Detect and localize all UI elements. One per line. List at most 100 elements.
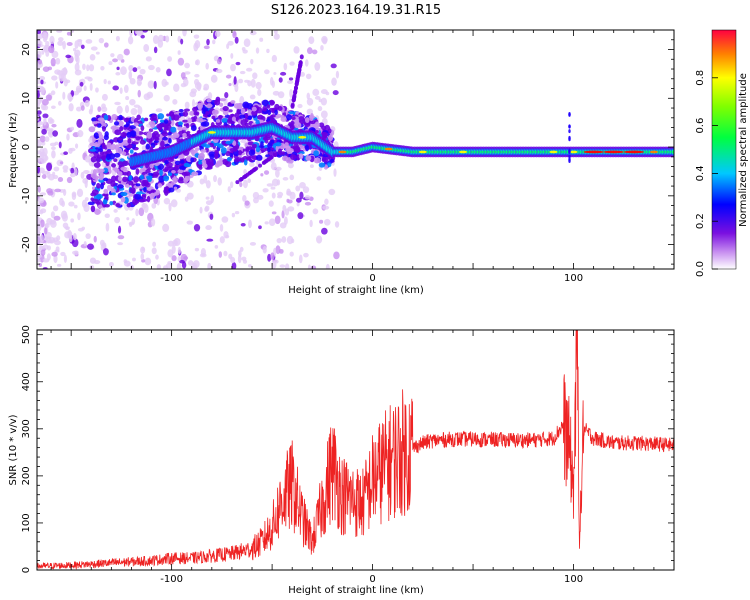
spectrogram-cell: [104, 204, 110, 208]
spectrogram-cell: [66, 176, 73, 184]
figure-title: S126.2023.164.19.31.R15: [271, 3, 441, 18]
spectrogram-cell: [177, 246, 181, 255]
spectrogram-cell: [114, 216, 121, 224]
spectrogram-cell: [133, 122, 139, 127]
spectrogram-cell: [122, 176, 128, 183]
spectrogram-cell: [298, 116, 305, 121]
spectrogram-cell: [133, 104, 141, 108]
y-tick-label: 500: [21, 325, 32, 344]
spectrogram-cell: [293, 46, 300, 54]
spectrogram-cell: [133, 176, 140, 183]
spectrogram-cell: [120, 166, 128, 171]
spectrogram-cell: [121, 151, 127, 156]
spectrogram-cell: [243, 173, 248, 178]
spectrogram-cell: [154, 182, 159, 190]
spectrogram-cell: [271, 114, 276, 118]
spectrogram-cell: [140, 253, 145, 261]
spectrogram-cell: [90, 197, 95, 201]
spectrogram-cell: [94, 209, 101, 216]
spectrogram-cell: [330, 158, 335, 163]
spectrogram-cell: [168, 111, 175, 117]
spectrogram-cell: [183, 177, 189, 184]
spectrogram-cell: [249, 94, 256, 100]
spectrogram-cell: [172, 114, 180, 121]
spectrogram-cell: [155, 67, 161, 73]
spectrogram-cell: [255, 146, 261, 153]
spectrogram-cell: [86, 64, 90, 72]
spectrogram-cell: [52, 205, 59, 212]
spectrogram-cell: [288, 111, 295, 115]
spectrogram-cell: [275, 168, 280, 178]
spectrogram-cell: [95, 51, 100, 55]
spectrogram-cell: [73, 250, 79, 256]
spectrogram-cell: [316, 235, 323, 244]
colorbar-ticks: 0.0 0.2 0.4 0.6 0.8: [695, 70, 718, 277]
spectrogram-cell: [182, 119, 189, 123]
spectrogram-cell: [325, 263, 330, 269]
spectrogram-cell: [39, 135, 46, 143]
spectrogram-cell: [270, 186, 276, 190]
spectrogram-cell: [459, 150, 468, 154]
spectrogram-cell: [218, 251, 223, 258]
spectrogram-cell: [191, 99, 196, 108]
spectrogram-cell: [115, 147, 123, 155]
spectrogram-cell: [267, 147, 271, 153]
spectrogram-cell: [114, 168, 120, 173]
spectrogram-cell: [96, 182, 101, 189]
spectrogram-cell: [110, 180, 116, 187]
spectrogram-cell: [111, 175, 117, 182]
spectrogram-cell: [240, 222, 246, 227]
spectrogram-cell: [101, 142, 106, 150]
spectrogram-cell: [66, 31, 72, 36]
spectrogram-cell: [247, 115, 253, 121]
spectrogram-cell: [227, 40, 234, 46]
spectrogram-cell: [39, 246, 45, 251]
spectrogram-cell: [100, 66, 105, 71]
spectrogram-cell: [142, 30, 148, 33]
spectrogram-cell: [249, 30, 257, 36]
spectrogram-cell: [569, 150, 578, 154]
spectrogram-cell: [37, 110, 42, 115]
spectrogram-cell: [50, 211, 55, 219]
spectrogram-cell: [73, 204, 78, 209]
spectrogram-cell: [120, 196, 126, 203]
spectrogram-cell: [150, 192, 156, 199]
spectrogram-cell: [76, 39, 83, 43]
spectrogram-cell: [112, 58, 118, 63]
spectrogram-cell: [37, 50, 42, 59]
spectrogram-cell: [242, 101, 250, 109]
spectrogram-cell: [164, 166, 169, 172]
spectrogram-cell: [54, 240, 61, 246]
spectrogram-cell: [257, 194, 264, 200]
spectrogram-cell: [214, 99, 221, 106]
spectrogram-cell: [52, 130, 59, 137]
spectrogram-cell: [120, 132, 128, 138]
spectrogram-cell: [109, 201, 114, 206]
spectrogram-cell: [270, 139, 275, 144]
spectrogram-cell: [123, 260, 131, 267]
spectrogram-cell: [157, 183, 163, 188]
spectrogram-cell: [209, 213, 214, 220]
spectrogram-cell: [130, 107, 138, 116]
spectrogram-cell: [243, 38, 251, 48]
spectrogram-cell: [242, 148, 248, 152]
spectrogram-cell: [230, 100, 236, 104]
spectrogram-cell: [167, 240, 175, 247]
spectrogram-cell: [101, 103, 106, 109]
spectrogram-cell: [205, 200, 213, 206]
spectrogram-cell: [93, 132, 99, 139]
spectrogram-cell: [53, 215, 61, 221]
spectrogram-cell: [134, 193, 142, 200]
spectrogram-cell: [96, 193, 103, 200]
spectrogram-cell: [140, 198, 148, 202]
spectrogram-cell: [253, 197, 259, 204]
spectrogram-cell: [263, 170, 270, 175]
spectrogram-cell: [56, 263, 62, 267]
spectrogram-cell: [338, 150, 347, 154]
spectrogram-cell: [221, 118, 229, 123]
spectrogram-cell: [180, 82, 187, 88]
spectrogram-cell: [261, 99, 269, 107]
spectrogram-cell: [302, 186, 310, 194]
spectrogram-cell: [38, 75, 46, 81]
spectrogram-cell: [276, 238, 282, 244]
